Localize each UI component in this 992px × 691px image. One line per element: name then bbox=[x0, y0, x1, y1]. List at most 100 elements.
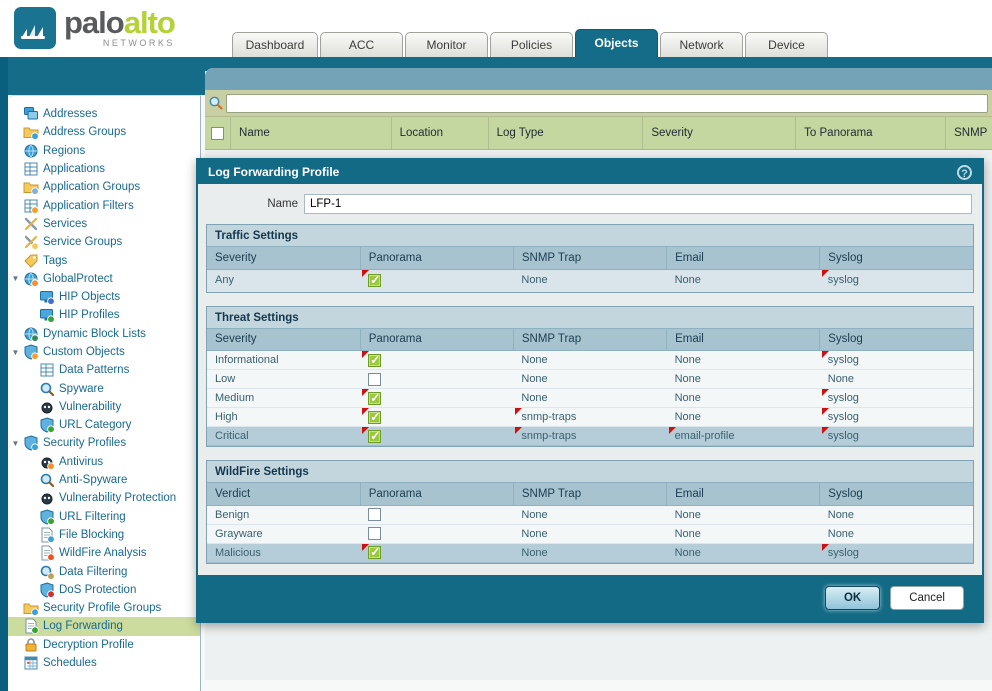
sidebar-item-log-forwarding[interactable]: Log Forwarding bbox=[8, 617, 200, 636]
sidebar-item-services[interactable]: Services bbox=[8, 215, 200, 233]
sidebar-item-wildfire-analysis[interactable]: WildFire Analysis bbox=[8, 544, 200, 562]
syslog-cell[interactable]: None bbox=[819, 505, 973, 525]
email-cell[interactable]: None bbox=[666, 388, 820, 408]
settings-row-medium[interactable]: Medium None None syslog bbox=[207, 388, 973, 408]
tab-acc[interactable]: ACC bbox=[320, 32, 403, 57]
snmp-trap-cell[interactable]: None bbox=[513, 524, 667, 544]
help-icon[interactable]: ? bbox=[957, 164, 972, 180]
expander-triangle-icon[interactable]: ▼ bbox=[11, 274, 20, 284]
sidebar-item-url-filtering[interactable]: URL Filtering bbox=[8, 508, 200, 526]
panorama-checkbox[interactable] bbox=[368, 372, 382, 386]
settings-row-critical[interactable]: Critical snmp-traps email-profile syslog bbox=[207, 426, 973, 446]
snmp-trap-cell[interactable]: None bbox=[513, 543, 667, 563]
settings-row-any[interactable]: Any None None syslog bbox=[207, 269, 973, 292]
sidebar-item-application-filters[interactable]: Application Filters bbox=[8, 196, 200, 214]
syslog-cell[interactable]: syslog bbox=[819, 350, 973, 370]
tab-device[interactable]: Device bbox=[745, 32, 828, 57]
panorama-checkbox[interactable] bbox=[368, 391, 382, 405]
hip-profiles-icon bbox=[39, 307, 55, 324]
snmp-trap-cell[interactable]: None bbox=[513, 350, 667, 370]
panorama-checkbox[interactable] bbox=[368, 273, 382, 287]
cancel-button[interactable]: Cancel bbox=[890, 586, 964, 610]
syslog-cell[interactable]: syslog bbox=[819, 407, 973, 427]
settings-row-grayware[interactable]: Grayware None None None bbox=[207, 524, 973, 544]
sidebar-item-vulnerability[interactable]: Vulnerability bbox=[8, 398, 200, 416]
sidebar-item-hip-objects[interactable]: HIP Objects bbox=[8, 288, 200, 306]
settings-row-benign[interactable]: Benign None None None bbox=[207, 505, 973, 525]
sidebar-item-schedules[interactable]: Schedules bbox=[8, 654, 200, 672]
snmp-trap-cell[interactable]: snmp-traps bbox=[513, 426, 667, 446]
syslog-cell[interactable]: syslog bbox=[819, 543, 973, 563]
panorama-checkbox[interactable] bbox=[368, 545, 382, 559]
snmp-trap-cell[interactable]: None bbox=[513, 388, 667, 408]
expander-triangle-icon[interactable]: ▼ bbox=[11, 438, 20, 448]
syslog-cell[interactable]: syslog bbox=[819, 426, 973, 446]
snmp-trap-cell[interactable]: None bbox=[513, 269, 667, 292]
column-header-name[interactable]: Name bbox=[230, 117, 391, 149]
email-cell[interactable]: None bbox=[666, 505, 820, 525]
sidebar-item-data-filtering[interactable]: Data Filtering bbox=[8, 562, 200, 580]
email-cell[interactable]: None bbox=[666, 350, 820, 370]
sidebar-item-custom-objects[interactable]: ▼ Custom Objects bbox=[8, 343, 200, 361]
email-cell[interactable]: None bbox=[666, 269, 820, 292]
sidebar-item-label: Security Profile Groups bbox=[43, 602, 162, 615]
panorama-checkbox[interactable] bbox=[368, 410, 382, 424]
column-header-location[interactable]: Location bbox=[390, 117, 488, 149]
syslog-cell[interactable]: None bbox=[819, 524, 973, 544]
column-header-severity[interactable]: Severity bbox=[642, 117, 795, 149]
syslog-cell[interactable]: syslog bbox=[819, 388, 973, 408]
sidebar-item-vulnerability-protection[interactable]: Vulnerability Protection bbox=[8, 489, 200, 507]
sidebar-item-anti-spyware[interactable]: Anti-Spyware bbox=[8, 471, 200, 489]
sidebar-item-security-profiles[interactable]: ▼ Security Profiles bbox=[8, 434, 200, 452]
snmp-trap-cell[interactable]: None bbox=[513, 505, 667, 525]
tab-network[interactable]: Network bbox=[660, 32, 743, 57]
tab-policies[interactable]: Policies bbox=[490, 32, 573, 57]
sidebar-item-spyware[interactable]: Spyware bbox=[8, 379, 200, 397]
sidebar-item-data-patterns[interactable]: Data Patterns bbox=[8, 361, 200, 379]
sidebar-item-regions[interactable]: Regions bbox=[8, 142, 200, 160]
email-cell[interactable]: None bbox=[666, 407, 820, 427]
snmp-trap-cell[interactable]: snmp-traps bbox=[513, 407, 667, 427]
filter-input[interactable] bbox=[226, 93, 988, 113]
sidebar-item-globalprotect[interactable]: ▼ GlobalProtect bbox=[8, 270, 200, 288]
email-cell[interactable]: None bbox=[666, 369, 820, 389]
sidebar-item-file-blocking[interactable]: File Blocking bbox=[8, 526, 200, 544]
syslog-cell[interactable]: None bbox=[819, 369, 973, 389]
select-all-checkbox[interactable] bbox=[211, 126, 225, 140]
panorama-checkbox[interactable] bbox=[368, 527, 382, 540]
sidebar-item-security-profile-groups[interactable]: Security Profile Groups bbox=[8, 599, 200, 617]
name-input[interactable] bbox=[304, 194, 972, 214]
tab-dashboard[interactable]: Dashboard bbox=[232, 32, 318, 57]
sidebar-item-url-category[interactable]: URL Category bbox=[8, 416, 200, 434]
sidebar-item-decryption-profile[interactable]: Decryption Profile bbox=[8, 636, 200, 654]
email-cell[interactable]: None bbox=[666, 524, 820, 544]
sidebar-item-dos-protection[interactable]: DoS Protection bbox=[8, 581, 200, 599]
column-header-log-type[interactable]: Log Type bbox=[487, 117, 643, 149]
sidebar-item-antivirus[interactable]: Antivirus bbox=[8, 453, 200, 471]
email-cell[interactable]: None bbox=[666, 543, 820, 563]
settings-row-high[interactable]: High snmp-traps None syslog bbox=[207, 407, 973, 427]
sidebar-item-applications[interactable]: Applications bbox=[8, 160, 200, 178]
panorama-checkbox[interactable] bbox=[368, 353, 382, 367]
settings-row-low[interactable]: Low None None None bbox=[207, 369, 973, 389]
sidebar-item-tags[interactable]: Tags bbox=[8, 251, 200, 269]
sidebar-item-application-groups[interactable]: Application Groups bbox=[8, 178, 200, 196]
expander-triangle-icon[interactable]: ▼ bbox=[11, 347, 20, 357]
sidebar-item-addresses[interactable]: Addresses bbox=[8, 105, 200, 123]
sidebar-item-dynamic-block-lists[interactable]: Dynamic Block Lists bbox=[8, 325, 200, 343]
email-cell[interactable]: email-profile bbox=[666, 426, 820, 446]
tab-monitor[interactable]: Monitor bbox=[405, 32, 488, 57]
ok-button[interactable]: OK bbox=[824, 586, 881, 610]
column-header-to-panorama[interactable]: To Panorama bbox=[795, 117, 945, 149]
panorama-checkbox[interactable] bbox=[368, 508, 382, 521]
settings-row-malicious[interactable]: Malicious None None syslog bbox=[207, 543, 973, 563]
snmp-trap-cell[interactable]: None bbox=[513, 369, 667, 389]
tab-objects[interactable]: Objects bbox=[575, 29, 658, 57]
sidebar-item-hip-profiles[interactable]: HIP Profiles bbox=[8, 306, 200, 324]
sidebar-item-address-groups[interactable]: Address Groups bbox=[8, 123, 200, 141]
panorama-checkbox[interactable] bbox=[368, 429, 382, 443]
syslog-cell[interactable]: syslog bbox=[819, 269, 973, 292]
settings-row-informational[interactable]: Informational None None syslog bbox=[207, 350, 973, 370]
column-header-snmp[interactable]: SNMP bbox=[945, 117, 992, 149]
sidebar-item-service-groups[interactable]: Service Groups bbox=[8, 233, 200, 251]
